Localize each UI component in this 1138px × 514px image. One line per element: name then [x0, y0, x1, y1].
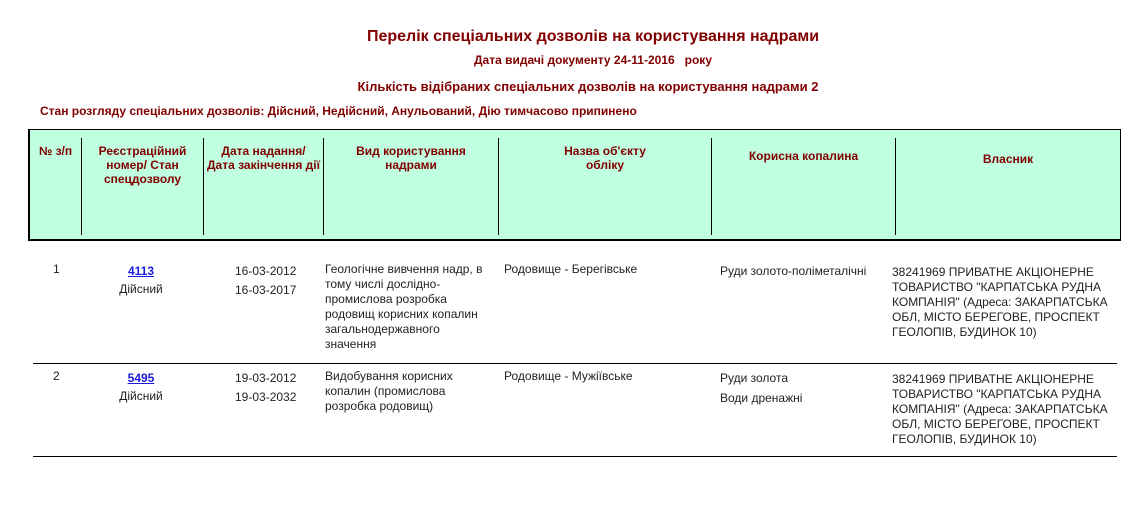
permit-link[interactable]: 5495 [127, 371, 155, 385]
page-title: Перелік спеціальних дозволів на користув… [366, 28, 820, 45]
permit-count: Кількість відібраних спеціальних дозволі… [357, 79, 819, 94]
header-num: № з/п [30, 138, 82, 235]
permit-status: Дійсний [119, 389, 163, 403]
date-start: 19-03-2012 [235, 371, 297, 385]
usage-type: Видобування корисних копалин (промислова… [325, 369, 453, 413]
table-row: 2 5495 Дійсний 19-03-2012 19-03-2032 Вид… [33, 369, 1117, 457]
table-header: № з/п Реєстраційний номер/ Стан спецдозв… [28, 129, 1121, 241]
mineral: Руди золото-поліметалічні [720, 264, 867, 278]
object-name: Родовище - Мужіївське [504, 369, 633, 383]
row-number: 1 [53, 262, 60, 276]
date-end: 19-03-2032 [235, 390, 297, 404]
mineral: Руди золота [720, 371, 789, 385]
header-object: Назва об'єкту обліку [499, 138, 712, 235]
date-end: 16-03-2017 [235, 283, 297, 297]
state-filter: Стан розгляду спеціальних дозволів: Дійс… [40, 104, 637, 118]
issue-date: Дата видачі документу 24-11-2016 року [473, 53, 712, 67]
row-number: 2 [53, 369, 60, 383]
header-dates: Дата надання/ Дата закінчення дії [204, 138, 324, 235]
permit-status: Дійсний [119, 282, 163, 296]
usage-type: Геологічне вивчення надр, в тому числі д… [325, 262, 483, 351]
table-row: 1 4113 Дійсний 16-03-2012 16-03-2017 Гео… [33, 262, 1117, 364]
permit-link[interactable]: 4113 [127, 264, 155, 278]
owner: 38241969 ПРИВАТНЕ АКЦІОНЕРНЕ ТОВАРИСТВО … [892, 372, 1108, 446]
header-usage: Вид користування надрами [324, 138, 499, 235]
mineral: Води дренажні [720, 391, 803, 405]
owner: 38241969 ПРИВАТНЕ АКЦІОНЕРНЕ ТОВАРИСТВО … [892, 265, 1108, 339]
header-owner: Власник [982, 152, 1034, 166]
header-mineral: Корисна копалина [712, 138, 896, 235]
header-reg: Реєстраційний номер/ Стан спецдозволу [82, 138, 204, 235]
date-start: 16-03-2012 [235, 264, 297, 278]
object-name: Родовище - Берегівське [504, 262, 638, 276]
